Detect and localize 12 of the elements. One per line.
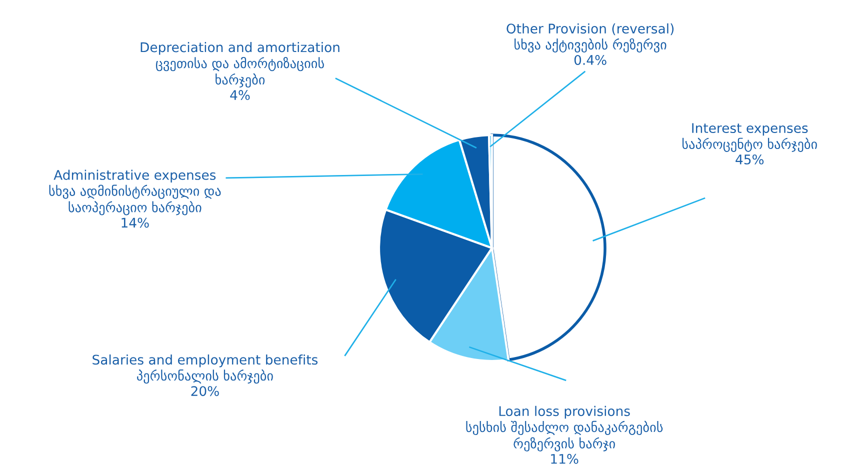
data-label: 4%	[230, 90, 250, 100]
slice-label: Depreciation and amortization ცვეთისა და ამორტიზაციის ხარჯები	[140, 42, 340, 88]
data-label: 0.4%	[574, 55, 606, 65]
slice-label: Other Provision (reversal) სხვა აქტივების რეზერვი	[506, 23, 674, 53]
data-label: 14%	[122, 218, 149, 228]
slice-label: Loan loss provisions სესხის შესაძლო დანაკარგების რეზერვის ხარჯი	[466, 406, 663, 452]
slice-label: Administrative expenses სხვა ადმინისტრაციული და საოპერაციო ხარჯები	[49, 170, 221, 216]
data-label: 20%	[191, 386, 219, 396]
data-label: 45%	[736, 154, 764, 164]
slice-label: Interest expenses საპროცენტო ხარჯები	[682, 123, 817, 152]
data-label: 11%	[551, 454, 578, 464]
slice-label: Salaries and employment benefits პერსონალის ხარჯები	[92, 354, 318, 384]
